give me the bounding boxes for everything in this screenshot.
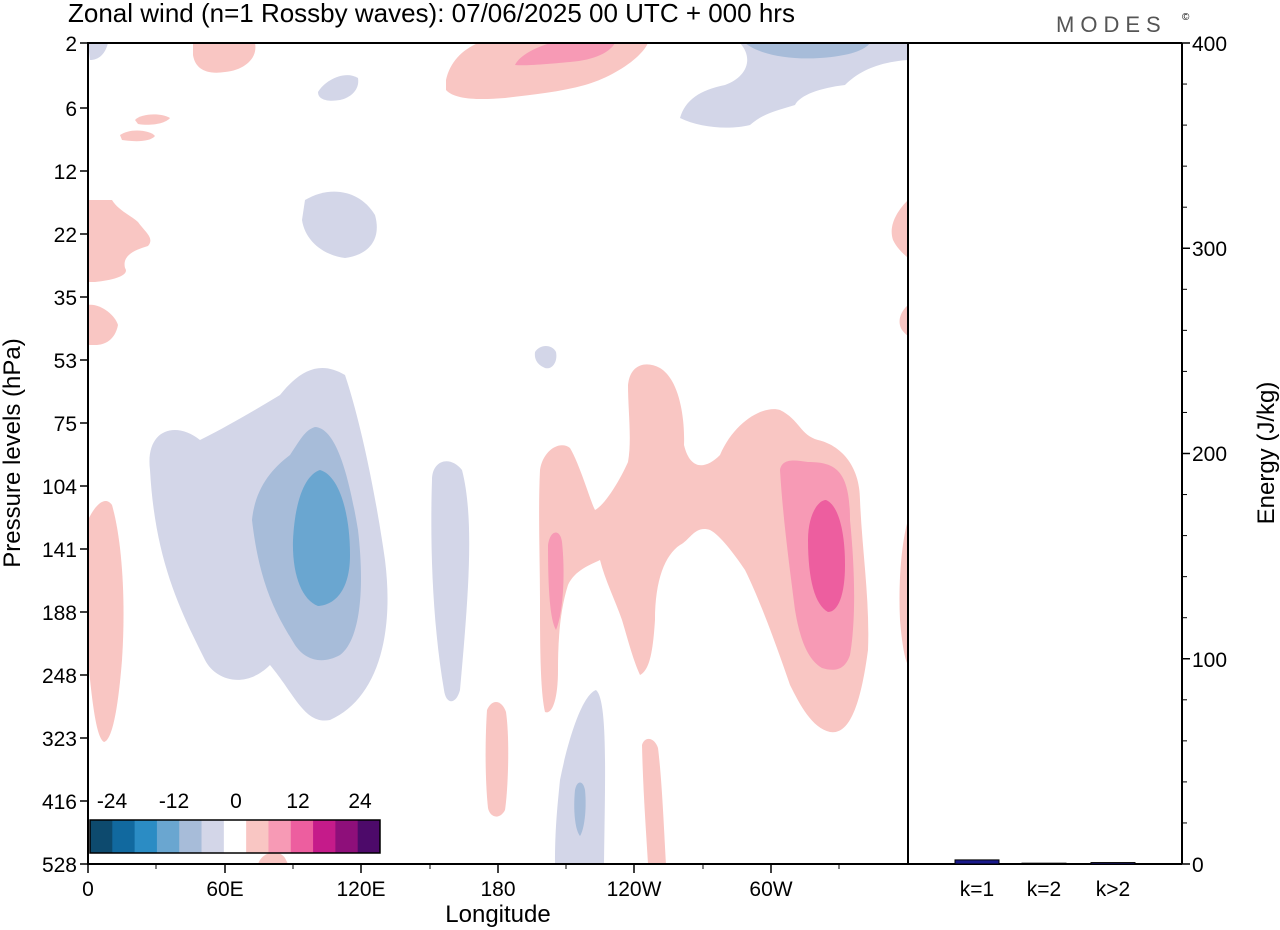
bar-category-label: k>2 bbox=[1096, 878, 1130, 901]
colorbar-swatch bbox=[335, 820, 359, 853]
contour-pos-light bbox=[258, 852, 288, 864]
y-tick-label: 75 bbox=[54, 413, 77, 436]
contour-neg-light bbox=[680, 43, 908, 128]
energy-axis-label: Energy (J/kg) bbox=[1253, 382, 1280, 525]
x-axis-label: Longitude bbox=[445, 901, 550, 928]
x-tick-label: 120E bbox=[336, 878, 385, 901]
modes-logo: MODES bbox=[1056, 12, 1167, 37]
contour-neg-light bbox=[88, 43, 108, 60]
x-tick-label: 120W bbox=[607, 878, 662, 901]
x-tick-label: 0 bbox=[82, 878, 94, 901]
colorbar-label: -12 bbox=[159, 790, 189, 813]
y-ticks bbox=[80, 42, 88, 865]
contour-neg-light bbox=[318, 75, 359, 101]
y-axis-label: Pressure levels (hPa) bbox=[0, 338, 26, 567]
colorbar-swatch bbox=[313, 820, 336, 853]
colorbar-swatch bbox=[223, 820, 247, 853]
y-tick-label: 141 bbox=[42, 539, 77, 562]
contour-pos-light bbox=[642, 738, 666, 864]
energy-tick-label: 0 bbox=[1192, 854, 1204, 877]
y-tick-label: 35 bbox=[54, 287, 77, 310]
contour-pos-light bbox=[539, 364, 869, 733]
colorbar-label: -24 bbox=[97, 790, 128, 813]
colorbar-swatch bbox=[90, 820, 113, 853]
y-tick-label: 416 bbox=[42, 791, 77, 814]
bar-category-label: k=2 bbox=[1027, 878, 1061, 901]
colorbar-swatch bbox=[268, 820, 292, 853]
colorbar-swatch bbox=[357, 820, 381, 853]
colorbar-swatch bbox=[246, 820, 269, 853]
colorbar-swatch bbox=[179, 820, 203, 853]
y-tick-label: 528 bbox=[42, 854, 77, 877]
chart-title: Zonal wind (n=1 Rossby waves): 07/06/202… bbox=[68, 0, 795, 28]
contour-pos-light bbox=[88, 304, 118, 345]
contour-pos-dark bbox=[808, 500, 845, 612]
contour-neg-dark bbox=[292, 470, 350, 606]
y-tick-label: 104 bbox=[42, 476, 77, 499]
y-tick-label: 22 bbox=[54, 224, 77, 247]
y-tick-label: 6 bbox=[65, 98, 77, 121]
energy-ticks bbox=[1182, 42, 1190, 865]
contour-pos-light bbox=[135, 114, 170, 125]
colorbar-label: 0 bbox=[230, 790, 242, 813]
bar-k2 bbox=[1021, 862, 1067, 865]
energy-tick-label: 200 bbox=[1192, 443, 1227, 466]
contour-neg-light bbox=[302, 191, 377, 258]
energy-bars bbox=[954, 859, 1136, 865]
bar-category-label: k=1 bbox=[960, 878, 994, 901]
x-tick-label: 180 bbox=[480, 878, 515, 901]
y-tick-label: 2 bbox=[65, 33, 77, 56]
energy-tick-label: 300 bbox=[1192, 238, 1227, 261]
y-tick-label: 323 bbox=[42, 728, 77, 751]
y-tick-label: 53 bbox=[54, 350, 77, 373]
contour-pos-light bbox=[899, 520, 908, 665]
contour-neg-light bbox=[534, 346, 557, 369]
colorbar bbox=[90, 820, 381, 853]
colorbar-swatch bbox=[156, 820, 180, 853]
x-ticks bbox=[87, 864, 840, 873]
bar-kgt2 bbox=[1090, 862, 1136, 865]
colorbar-frame bbox=[89, 819, 381, 854]
y-tick-label: 188 bbox=[42, 602, 77, 625]
contour-pos-light bbox=[88, 200, 151, 282]
contour-pos-light bbox=[899, 305, 908, 336]
colorbar-swatch bbox=[201, 820, 225, 853]
contour-pos-mid bbox=[548, 532, 564, 630]
energy-tick-label: 100 bbox=[1192, 649, 1227, 672]
contour-neg-mid bbox=[745, 43, 870, 59]
contour-neg-light bbox=[431, 461, 470, 702]
y-tick-label: 248 bbox=[42, 665, 77, 688]
colorbar-label: 24 bbox=[348, 790, 372, 813]
colorbar-swatch bbox=[134, 820, 158, 853]
contour-pos-mid bbox=[515, 43, 615, 66]
contour-pos-light bbox=[891, 200, 908, 258]
bar-k1 bbox=[954, 859, 1000, 865]
contour-neg-mid bbox=[574, 782, 586, 836]
contour-pos-light bbox=[88, 500, 124, 742]
contour-neg-light bbox=[555, 690, 606, 864]
contour-pos-light bbox=[193, 43, 256, 73]
energy-tick-label: 400 bbox=[1192, 33, 1227, 56]
logo-copyright-mark: © bbox=[1182, 12, 1190, 23]
contour-pos-light bbox=[120, 130, 155, 142]
contour-pos-light bbox=[446, 43, 648, 100]
contour-pos-light bbox=[485, 701, 509, 817]
colorbar-swatch bbox=[290, 820, 314, 853]
colorbar-swatch bbox=[112, 820, 136, 853]
x-tick-label: 60E bbox=[206, 878, 243, 901]
x-tick-label: 60W bbox=[749, 878, 792, 901]
contour-field bbox=[88, 43, 908, 864]
colorbar-label: 12 bbox=[286, 790, 309, 813]
y-tick-label: 12 bbox=[54, 161, 77, 184]
